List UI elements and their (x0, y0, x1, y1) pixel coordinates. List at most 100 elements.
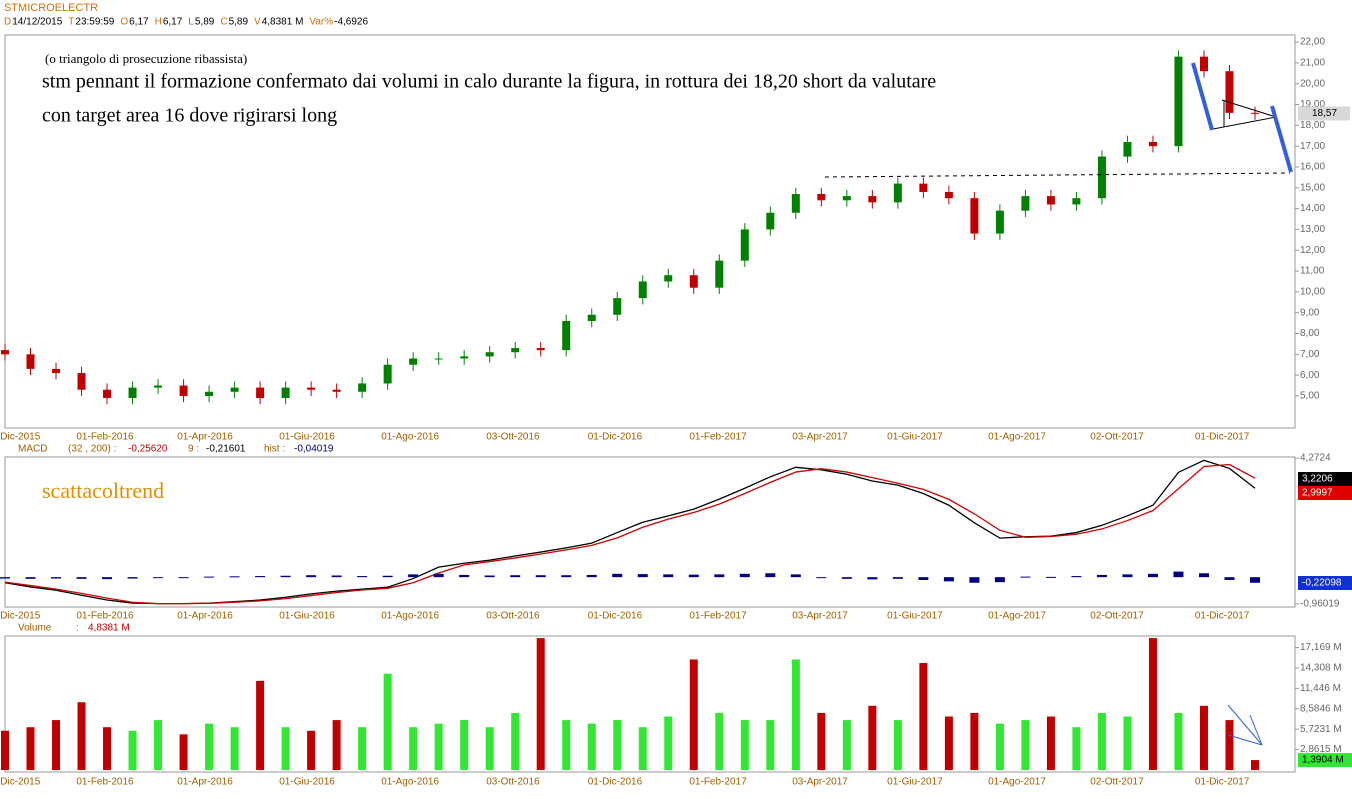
y-tick-label: 16,00 (1300, 162, 1325, 173)
hist-bar (229, 576, 240, 578)
volume-bar (256, 680, 265, 770)
hist-bar (765, 573, 776, 578)
x-tick-label: 01-Apr-2016 (177, 777, 233, 788)
plots: Dic-2015 01-Feb-2016 01-Apr-2016 01-Giu-201… (0, 37, 1352, 788)
value-box (1298, 576, 1352, 590)
volume-bar (1123, 716, 1132, 770)
volume-bar (613, 720, 622, 770)
macd-panel (4, 456, 1296, 608)
hist-bar (127, 577, 138, 579)
volume-bar (230, 727, 239, 770)
x-tick-label: 01-Feb-2016 (76, 777, 134, 788)
volume-bar (587, 723, 596, 770)
hist-bar (255, 576, 266, 578)
x-tick-label: 01-Giu-2017 (887, 432, 943, 443)
macd-title: MACD (18, 444, 47, 455)
volume-bar (817, 712, 826, 770)
volume-bar (868, 705, 877, 770)
hist-bar (612, 573, 623, 578)
x-tick-label: 03-Apr-2017 (792, 777, 848, 788)
trend-line (1227, 704, 1263, 746)
x-tick-label: 03-Ott-2016 (486, 777, 540, 788)
header-label: Var% (309, 17, 333, 28)
header-label: L (188, 17, 194, 28)
hist-bar (510, 575, 521, 578)
volume-bar (383, 673, 392, 770)
candle-body (1225, 71, 1234, 113)
volume-bar (715, 712, 724, 770)
volume-bar (332, 720, 341, 770)
candle-body (1123, 141, 1132, 157)
x-tick-label: Dic-2015 (0, 611, 40, 622)
y-tick-label: 17,169 M (1300, 642, 1342, 653)
x-tick-label: 01-Ago-2016 (381, 777, 439, 788)
volume-bar (893, 720, 902, 770)
hist-bar (841, 577, 852, 579)
x-tick-label: 01-Giu-2017 (887, 611, 943, 622)
candle-body (689, 275, 698, 288)
header-value: 5,89 (229, 17, 249, 28)
annotation: (o triangolo di prosecuzione ribassista) (45, 51, 247, 66)
hist-bar (357, 576, 368, 578)
y-tick-label: 5,00 (1300, 391, 1320, 402)
y-tick-label: 19,00 (1300, 99, 1325, 110)
volume-bar (1, 730, 9, 770)
volume-bar (205, 723, 214, 770)
volume-bar (740, 720, 749, 770)
volume-bar (1072, 727, 1081, 770)
x-tick-label: 01-Dic-2017 (1195, 611, 1250, 622)
y-tick-label: 15,00 (1300, 182, 1325, 193)
candle-body (664, 275, 673, 282)
value-box-label: 2,9997 (1302, 488, 1333, 499)
hist-bar (714, 574, 725, 578)
x-tick-label: 02-Ott-2017 (1090, 611, 1144, 622)
volume-bar (485, 727, 494, 770)
hist-bar (1198, 573, 1209, 578)
header-label: T (68, 17, 74, 28)
candle-body (205, 391, 214, 396)
volume-bar (281, 727, 290, 770)
header-value: 4,8381 M (262, 17, 304, 28)
hist-bar (178, 577, 189, 579)
header-value: 5,89 (195, 17, 215, 28)
hist-bar (1224, 577, 1235, 580)
value-box-label: -0,22098 (1302, 578, 1342, 589)
x-tick-label: 01-Feb-2017 (689, 777, 747, 788)
y-tick-label: 2,8615 M (1300, 744, 1342, 755)
header-label: O (120, 17, 128, 28)
annotation: con target area 16 dove rigirarsi long (42, 105, 337, 127)
volume-bar (638, 727, 647, 770)
candle-body (817, 194, 826, 201)
hist-bar (0, 577, 10, 579)
hist-bar (1122, 574, 1133, 578)
volume-title: Volume (18, 623, 52, 634)
y-tick-label: 20,00 (1300, 78, 1325, 89)
volume-bar (1021, 720, 1030, 770)
hist-bar (484, 575, 495, 578)
y-tick-label: 11,446 M (1300, 683, 1341, 694)
x-tick-label: 01-Dic-2016 (588, 432, 643, 443)
hist-bar (25, 577, 36, 579)
candle-body (179, 385, 188, 396)
x-tick-label: 01-Feb-2016 (76, 611, 134, 622)
candle-body (383, 364, 392, 384)
candle-body (52, 368, 61, 374)
x-tick-label: 02-Ott-2017 (1090, 432, 1144, 443)
candle-body (1097, 156, 1106, 199)
header-value: 6,17 (129, 17, 149, 28)
value-box (1298, 753, 1352, 768)
hist-bar (969, 577, 980, 583)
x-tick-label: 01-Ago-2017 (988, 611, 1046, 622)
header-value: 14/12/2015 (12, 17, 62, 28)
candle-body (460, 356, 469, 359)
candle-body (944, 191, 953, 199)
candle-body (919, 183, 928, 192)
y-tick-label: -0,96019 (1300, 599, 1340, 610)
hist-bar (204, 576, 215, 578)
volume-bar (26, 727, 35, 770)
volume-sep: : (76, 623, 79, 634)
value-box-label: 18,57 (1312, 108, 1337, 119)
hist-bar (892, 577, 903, 579)
x-tick-label: 01-Giu-2016 (279, 611, 335, 622)
candle-body (230, 387, 239, 392)
